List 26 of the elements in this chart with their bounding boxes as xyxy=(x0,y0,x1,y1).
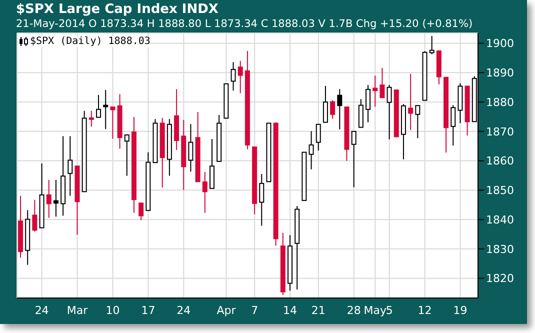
x-tick-label: 12 xyxy=(418,304,432,317)
x-tick-label: Apr xyxy=(216,304,236,317)
x-tick-label: 10 xyxy=(106,304,120,317)
y-tick-label: 1890 xyxy=(486,66,514,80)
x-tick-label: 14 xyxy=(283,304,298,317)
chart-title: $SPX Large Cap Index INDX xyxy=(16,2,220,18)
x-tick-label: 28 xyxy=(346,304,361,317)
x-tick-label: 24 xyxy=(176,304,191,317)
legend-label: $SPX (Daily) 1888.03 xyxy=(30,36,150,47)
chart-subtitle: 21-May-2014 O 1873.34 H 1888.80 L 1873.34 C 1888.03 V 1.7B Chg +15.20 (+0.81%) xyxy=(16,18,473,31)
y-tick-label: 1880 xyxy=(486,96,514,109)
y-tick-label: 1860 xyxy=(486,154,514,168)
x-tick-label: 24 xyxy=(34,304,49,317)
x-tick-label: 7 xyxy=(251,304,258,317)
y-tick-label: 1870 xyxy=(486,125,514,138)
x-tick-label: Mar xyxy=(66,304,88,317)
y-tick-label: 1900 xyxy=(486,37,514,50)
x-tick-label: 5 xyxy=(386,304,393,317)
x-tick-label: 21 xyxy=(311,304,326,317)
x-tick-label: May xyxy=(364,304,388,317)
y-tick-label: 1820 xyxy=(486,272,514,286)
y-tick-label: 1840 xyxy=(486,213,514,226)
y-tick-label: 1830 xyxy=(486,242,514,256)
y-tick-label: 1850 xyxy=(486,184,514,198)
x-tick-label: 19 xyxy=(453,304,468,317)
x-tick-label: 17 xyxy=(141,304,156,317)
